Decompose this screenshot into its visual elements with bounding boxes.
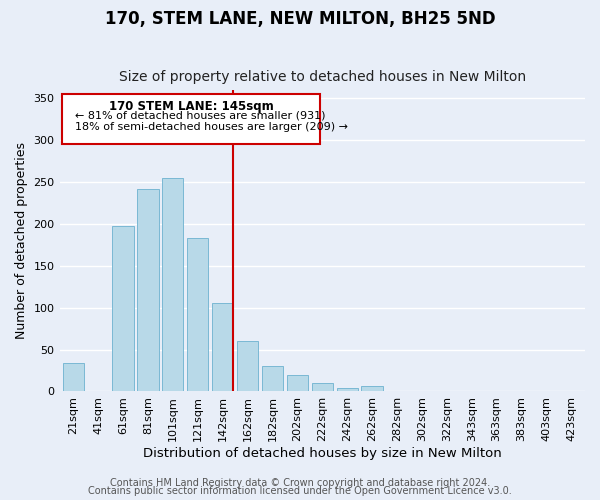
Text: 18% of semi-detached houses are larger (209) →: 18% of semi-detached houses are larger (… — [76, 122, 349, 132]
Text: Contains HM Land Registry data © Crown copyright and database right 2024.: Contains HM Land Registry data © Crown c… — [110, 478, 490, 488]
Bar — [311, 383, 333, 392]
Bar — [486, 390, 507, 392]
Bar — [62, 363, 84, 392]
X-axis label: Distribution of detached houses by size in New Milton: Distribution of detached houses by size … — [143, 447, 502, 460]
Text: 170, STEM LANE, NEW MILTON, BH25 5ND: 170, STEM LANE, NEW MILTON, BH25 5ND — [104, 10, 496, 28]
Bar — [237, 341, 258, 392]
Text: 170 STEM LANE: 145sqm: 170 STEM LANE: 145sqm — [109, 100, 273, 113]
Bar — [337, 388, 358, 392]
FancyBboxPatch shape — [62, 94, 320, 144]
Y-axis label: Number of detached properties: Number of detached properties — [15, 142, 28, 339]
Bar — [212, 302, 233, 392]
Text: Contains public sector information licensed under the Open Government Licence v3: Contains public sector information licen… — [88, 486, 512, 496]
Bar — [561, 390, 582, 392]
Title: Size of property relative to detached houses in New Milton: Size of property relative to detached ho… — [119, 70, 526, 85]
Bar — [187, 238, 208, 392]
Bar — [137, 188, 158, 392]
Bar — [287, 374, 308, 392]
Text: ← 81% of detached houses are smaller (931): ← 81% of detached houses are smaller (93… — [76, 111, 326, 121]
Bar — [162, 178, 184, 392]
Bar — [262, 366, 283, 392]
Bar — [112, 226, 134, 392]
Bar — [361, 386, 383, 392]
